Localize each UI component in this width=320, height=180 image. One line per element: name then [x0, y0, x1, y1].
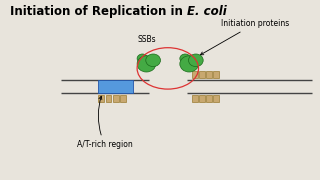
- Text: SSBs: SSBs: [137, 35, 156, 44]
- Ellipse shape: [137, 54, 148, 63]
- FancyBboxPatch shape: [199, 71, 205, 78]
- Ellipse shape: [180, 54, 190, 63]
- FancyBboxPatch shape: [113, 94, 119, 102]
- Text: A/T-rich region: A/T-rich region: [77, 96, 133, 149]
- FancyBboxPatch shape: [213, 94, 219, 102]
- FancyBboxPatch shape: [213, 71, 219, 78]
- FancyBboxPatch shape: [98, 80, 133, 93]
- Text: Initiation of Replication in: Initiation of Replication in: [10, 5, 187, 18]
- FancyBboxPatch shape: [106, 94, 111, 102]
- FancyBboxPatch shape: [199, 94, 205, 102]
- Ellipse shape: [146, 54, 160, 67]
- FancyBboxPatch shape: [120, 94, 126, 102]
- Ellipse shape: [137, 56, 156, 72]
- Ellipse shape: [188, 54, 203, 67]
- FancyBboxPatch shape: [206, 71, 212, 78]
- FancyBboxPatch shape: [98, 94, 104, 102]
- FancyBboxPatch shape: [206, 94, 212, 102]
- FancyBboxPatch shape: [192, 71, 198, 78]
- FancyBboxPatch shape: [192, 94, 198, 102]
- Ellipse shape: [180, 56, 198, 72]
- Text: Initiation proteins: Initiation proteins: [200, 19, 290, 55]
- Text: E. coli: E. coli: [187, 5, 227, 18]
